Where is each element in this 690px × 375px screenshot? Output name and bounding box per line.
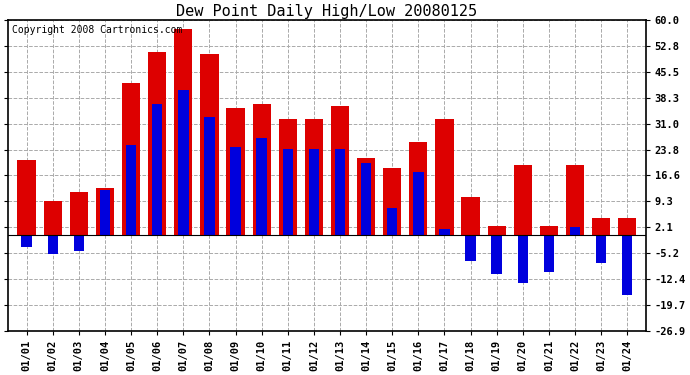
- Bar: [488, 226, 506, 234]
- Bar: [96, 188, 114, 234]
- Bar: [540, 226, 558, 234]
- Bar: [413, 172, 424, 234]
- Bar: [387, 208, 397, 234]
- Bar: [204, 117, 215, 234]
- Bar: [257, 138, 267, 234]
- Bar: [409, 142, 428, 234]
- Bar: [43, 201, 62, 234]
- Text: Copyright 2008 Cartronics.com: Copyright 2008 Cartronics.com: [12, 25, 182, 35]
- Bar: [178, 90, 188, 234]
- Bar: [462, 197, 480, 234]
- Bar: [148, 53, 166, 234]
- Title: Dew Point Daily High/Low 20080125: Dew Point Daily High/Low 20080125: [177, 4, 477, 19]
- Bar: [100, 190, 110, 234]
- Bar: [513, 165, 532, 234]
- Bar: [596, 234, 607, 263]
- Bar: [465, 234, 476, 261]
- Bar: [152, 104, 162, 234]
- Bar: [361, 163, 371, 234]
- Bar: [566, 165, 584, 234]
- Bar: [570, 227, 580, 234]
- Bar: [282, 149, 293, 234]
- Bar: [491, 234, 502, 274]
- Bar: [253, 104, 270, 234]
- Bar: [74, 234, 84, 250]
- Bar: [383, 168, 402, 234]
- Bar: [21, 234, 32, 247]
- Bar: [335, 149, 345, 234]
- Bar: [279, 118, 297, 234]
- Bar: [200, 54, 219, 234]
- Bar: [226, 108, 245, 234]
- Bar: [126, 145, 137, 234]
- Bar: [48, 234, 58, 254]
- Bar: [70, 192, 88, 234]
- Bar: [518, 234, 528, 283]
- Bar: [331, 106, 349, 234]
- Bar: [440, 229, 450, 234]
- Bar: [622, 234, 633, 295]
- Bar: [122, 83, 140, 234]
- Bar: [230, 147, 241, 234]
- Bar: [435, 118, 453, 234]
- Bar: [357, 158, 375, 234]
- Bar: [618, 219, 636, 234]
- Bar: [305, 118, 323, 234]
- Bar: [544, 234, 554, 272]
- Bar: [308, 149, 319, 234]
- Bar: [592, 219, 610, 234]
- Bar: [17, 159, 36, 234]
- Bar: [174, 29, 193, 234]
